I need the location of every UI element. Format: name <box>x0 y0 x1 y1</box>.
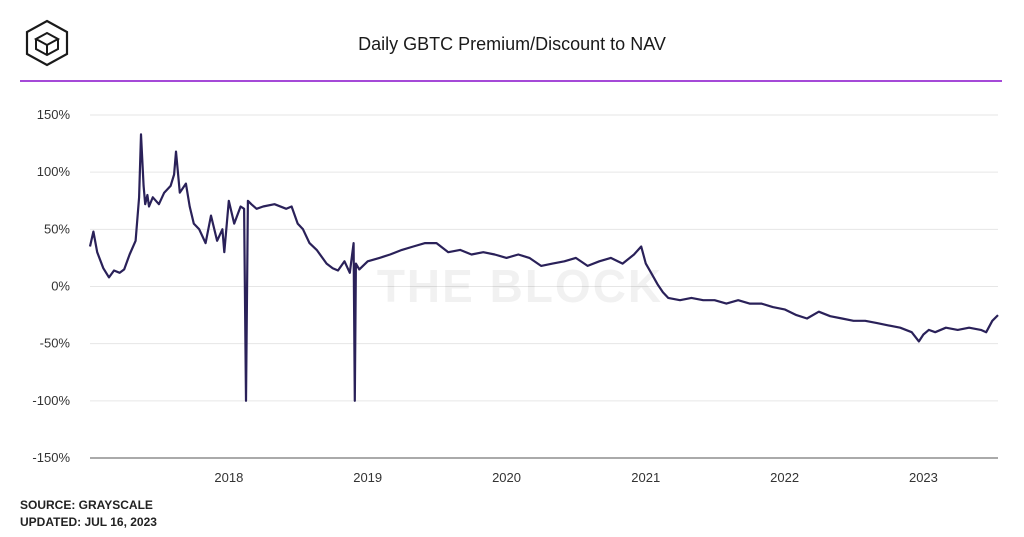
source-note: SOURCE: GRAYSCALE <box>20 498 153 512</box>
y-tick-label: 150% <box>37 107 71 122</box>
x-axis-ticks: 2018 2019 2020 2021 2022 2023 <box>214 470 938 485</box>
x-tick-label: 2022 <box>770 470 799 485</box>
updated-note: UPDATED: JUL 16, 2023 <box>20 515 157 529</box>
y-tick-label: 100% <box>37 164 71 179</box>
x-tick-label: 2021 <box>631 470 660 485</box>
watermark: THE BLOCK <box>377 260 663 312</box>
grid-lines <box>90 114 998 459</box>
the-block-cube-icon <box>25 19 69 67</box>
y-tick-label: 50% <box>44 221 70 236</box>
x-tick-label: 2023 <box>909 470 938 485</box>
x-tick-label: 2018 <box>214 470 243 485</box>
y-tick-label: -150% <box>32 450 70 465</box>
x-tick-label: 2020 <box>492 470 521 485</box>
chart-title: Daily GBTC Premium/Discount to NAV <box>358 34 666 54</box>
series-group <box>88 133 999 402</box>
y-axis-ticks: 150% 100% 50% 0% -50% -100% -150% <box>32 107 70 465</box>
y-tick-label: 0% <box>51 279 70 294</box>
title-divider <box>20 80 1002 82</box>
x-tick-label: 2019 <box>353 470 382 485</box>
series-line <box>88 133 999 402</box>
y-tick-label: -50% <box>40 336 71 351</box>
y-tick-label: -100% <box>32 393 70 408</box>
